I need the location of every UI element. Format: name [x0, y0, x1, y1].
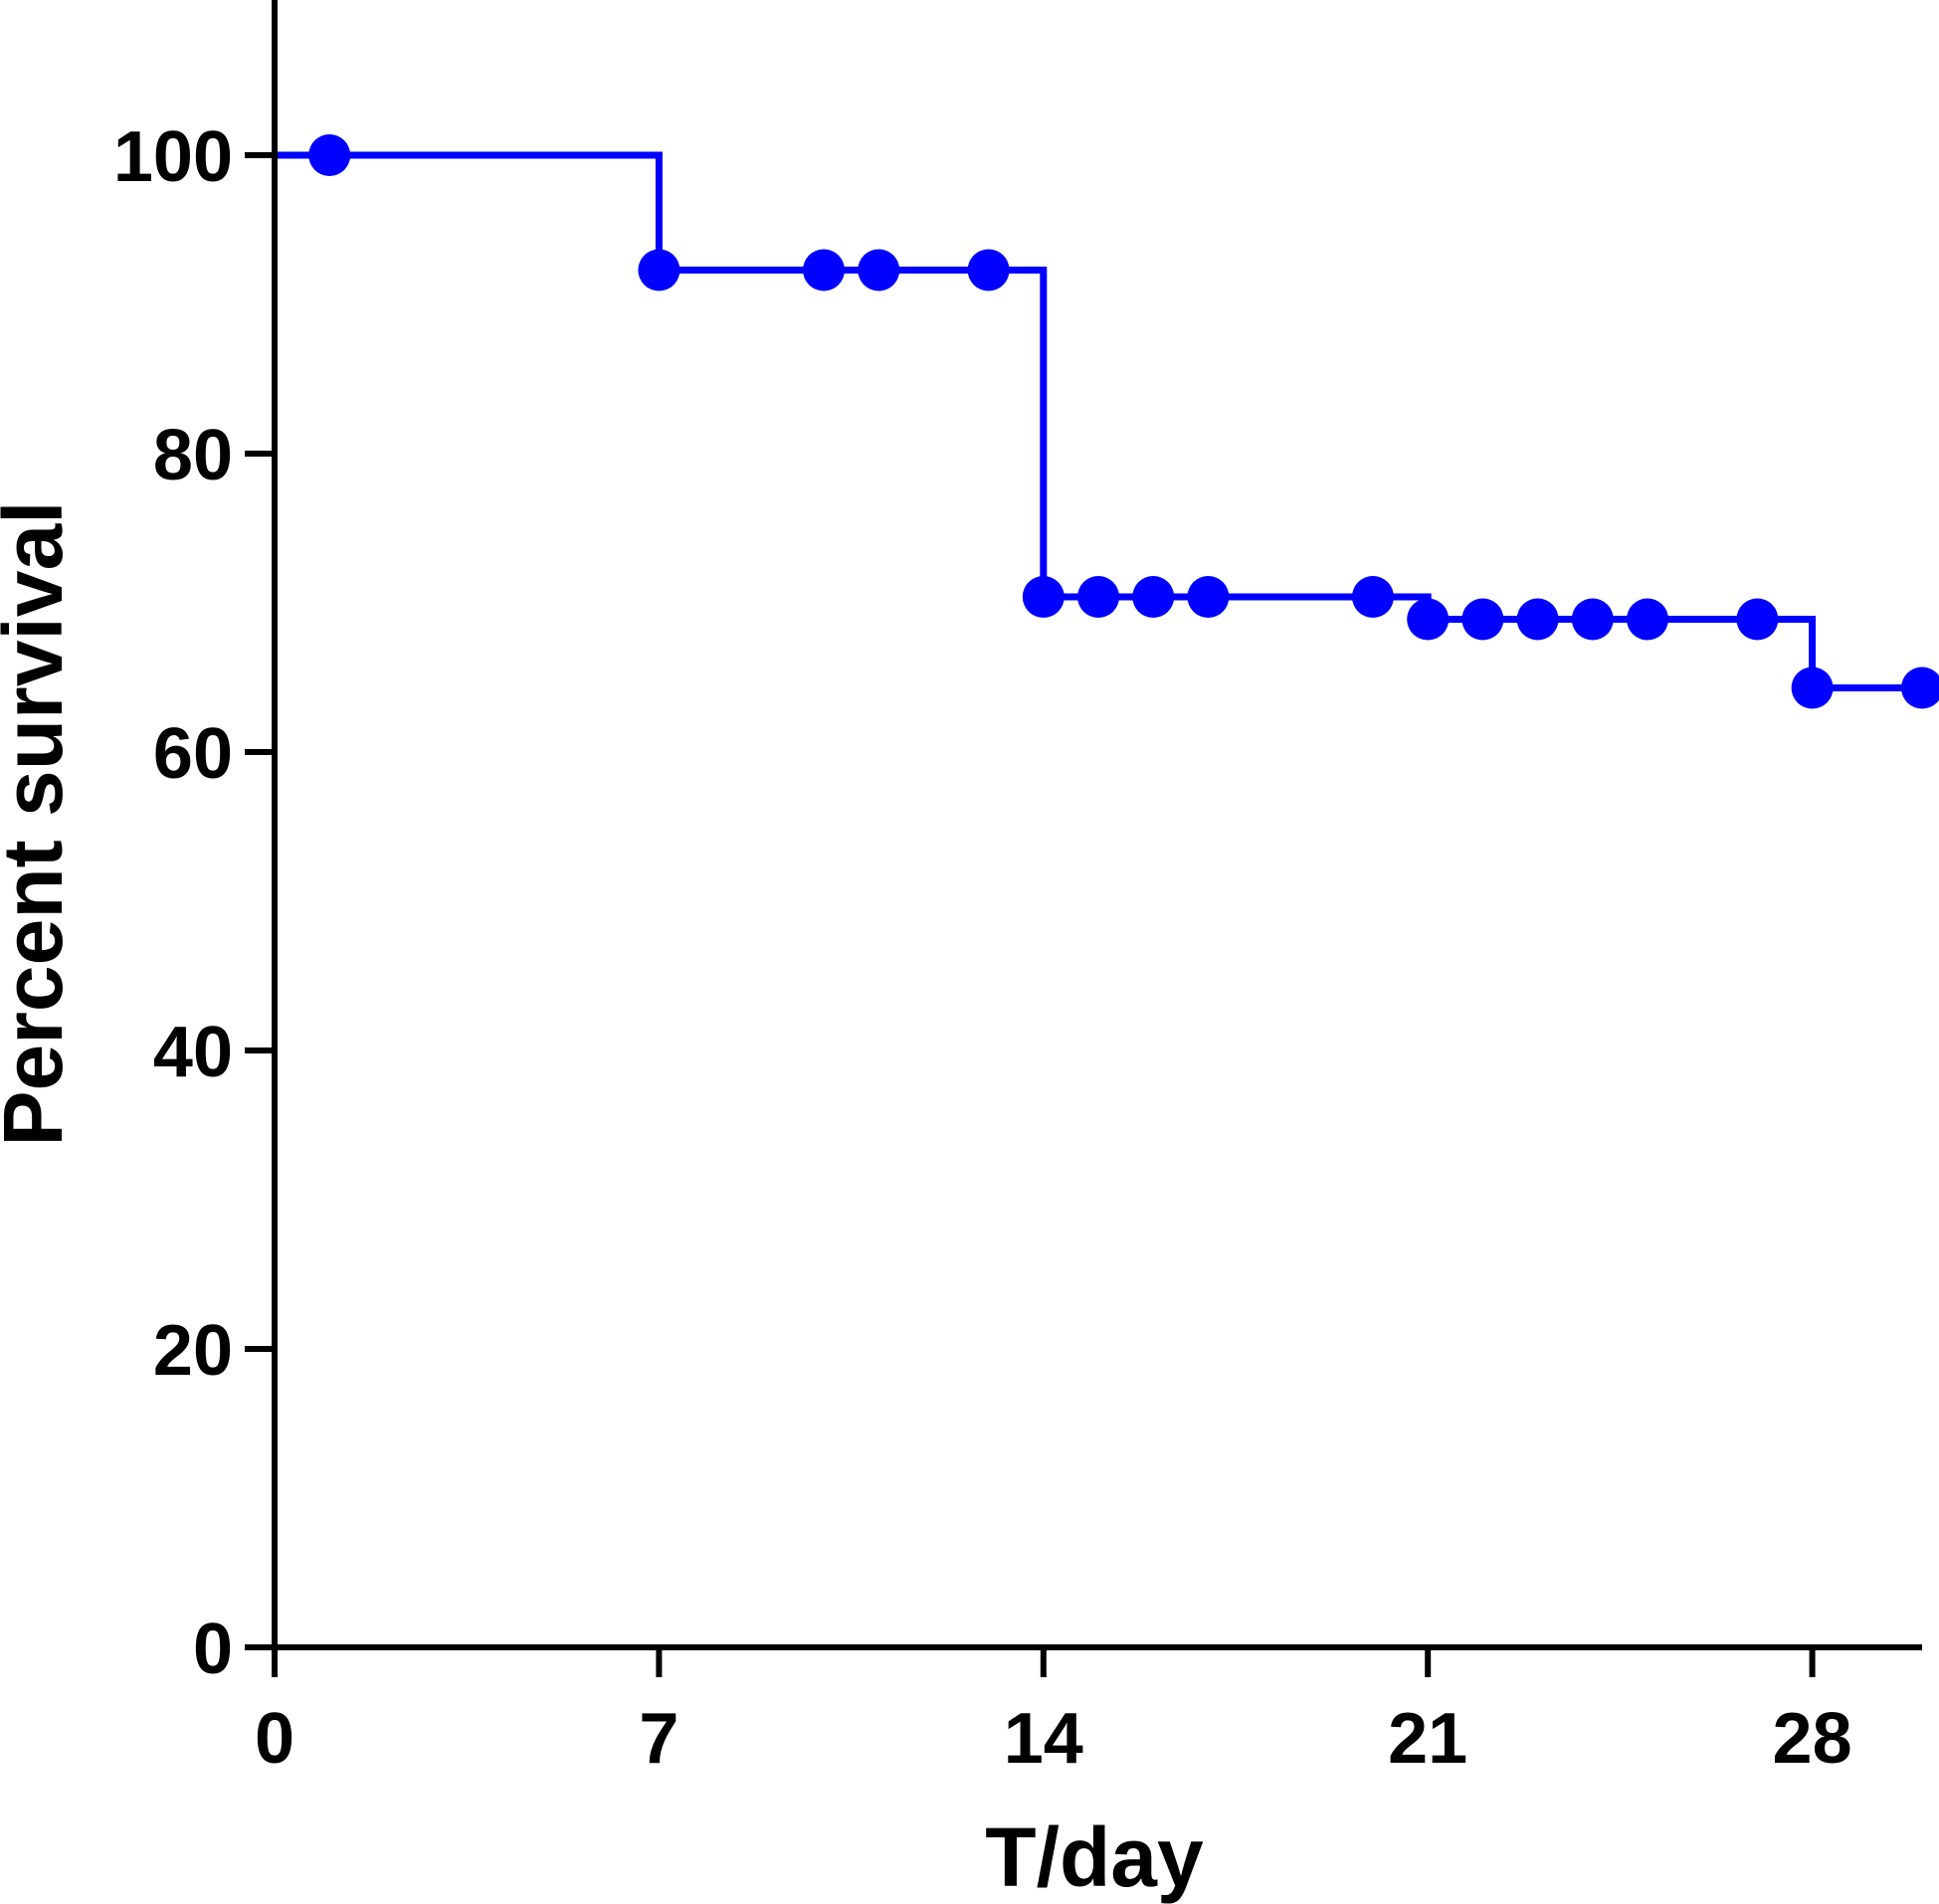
y-tick-label: 20 [153, 1311, 233, 1391]
censor-marker [1077, 576, 1119, 618]
y-tick-label: 100 [113, 117, 233, 197]
x-tick-label: 14 [1004, 1699, 1083, 1779]
x-tick-label: 0 [255, 1699, 294, 1779]
censor-marker [858, 249, 900, 291]
censor-marker [1022, 576, 1065, 618]
y-tick-label: 40 [153, 1013, 233, 1092]
censor-marker [967, 249, 1010, 291]
censor-marker [1352, 576, 1394, 618]
censor-marker [1627, 598, 1668, 641]
x-tick-label: 21 [1388, 1699, 1467, 1779]
x-axis: 0 7 14 21 28 [255, 1644, 1922, 1779]
censor-marker [1187, 576, 1230, 618]
censor-marker [1407, 598, 1450, 641]
survival-step-line [275, 151, 1922, 691]
y-axis: 0 20 40 60 80 100 [113, 0, 278, 1689]
censor-marker [638, 249, 680, 291]
censor-marker [1901, 666, 1939, 709]
censor-marker [308, 134, 351, 176]
y-tick-label: 0 [193, 1610, 233, 1689]
plot-area [275, 134, 1939, 709]
x-axis-title: T/day [985, 1810, 1204, 1904]
x-tick-label: 7 [639, 1699, 679, 1779]
censor-marker [1571, 598, 1614, 641]
censor-marker [1132, 576, 1175, 618]
y-tick-label: 60 [153, 714, 233, 794]
censor-marker [1791, 666, 1834, 709]
censor-marker [1461, 598, 1504, 641]
x-tick-label: 28 [1773, 1699, 1852, 1779]
censor-marker [1516, 598, 1559, 641]
censor-marker [1736, 598, 1779, 641]
y-axis-title: Percent survival [0, 500, 80, 1146]
y-tick-label: 80 [153, 416, 233, 495]
censor-marker [803, 249, 845, 291]
